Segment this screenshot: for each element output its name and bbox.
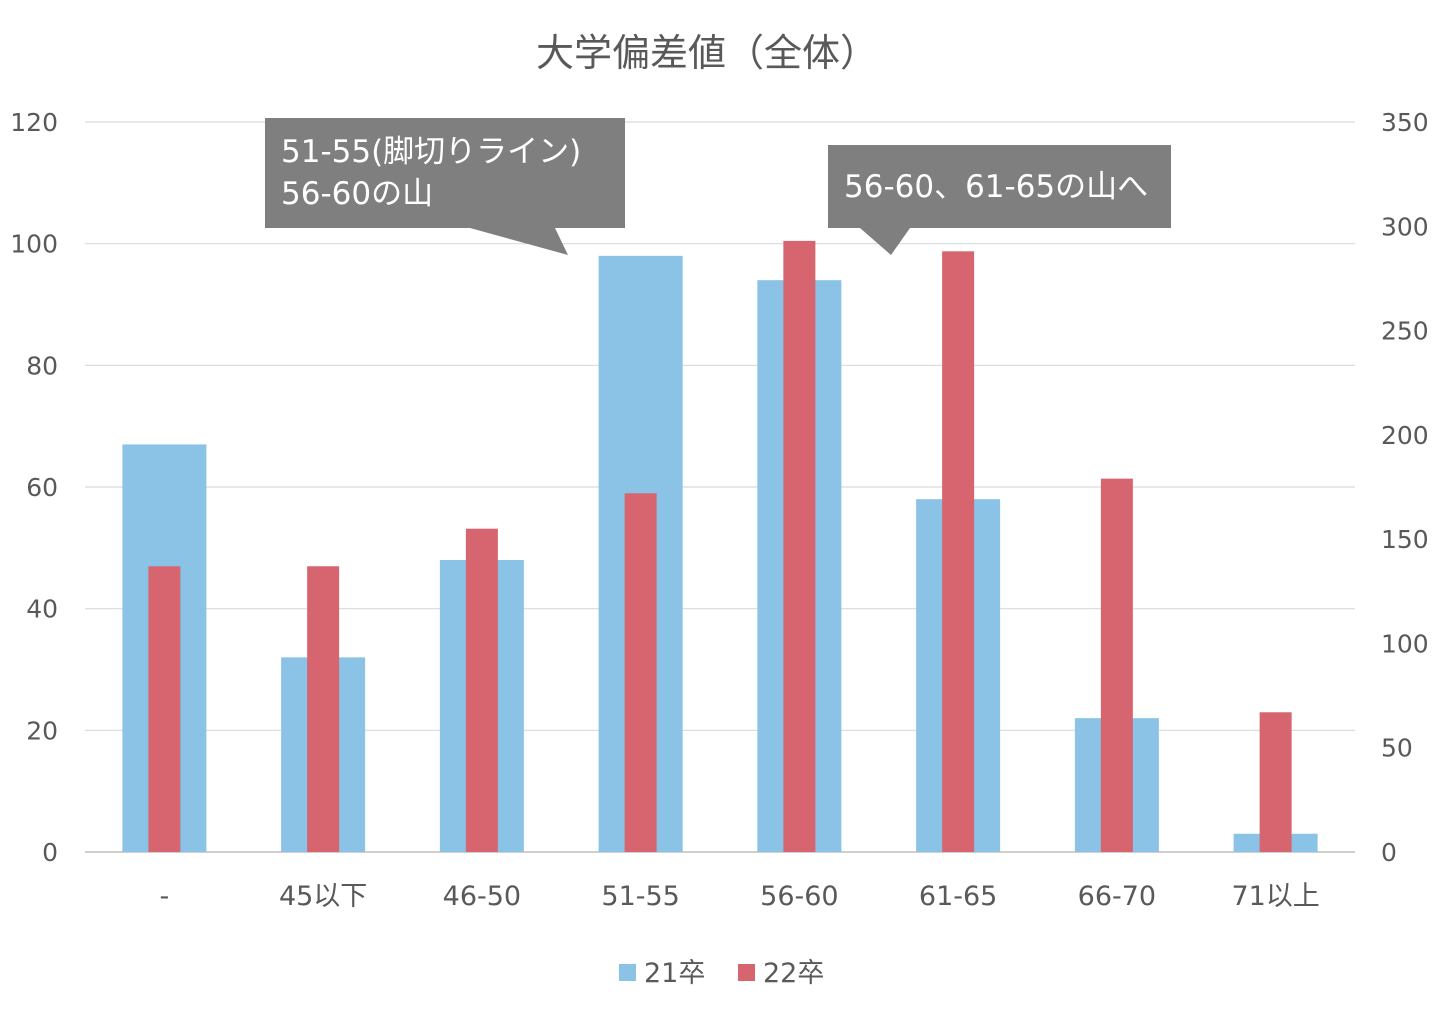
callout-text: 56-60、61-65の山へ — [844, 169, 1148, 205]
bar-22-7 — [1259, 712, 1292, 852]
bar-22-2 — [465, 528, 498, 852]
left-tick-label: 20 — [26, 716, 58, 745]
callout-box — [828, 145, 1171, 228]
bar-22-4 — [783, 240, 816, 852]
bar-22-6 — [1100, 478, 1133, 852]
category-label: 46-50 — [443, 881, 521, 912]
left-tick-label: 40 — [26, 595, 58, 624]
right-tick-label: 350 — [1381, 108, 1429, 137]
legend-label: 22卒 — [763, 958, 824, 989]
category-label: 71以上 — [1231, 881, 1319, 912]
legend-swatch — [619, 964, 636, 981]
right-tick-label: 200 — [1381, 421, 1429, 450]
right-tick-label: 150 — [1381, 525, 1429, 554]
left-tick-label: 0 — [42, 838, 58, 867]
category-label: 51-55 — [601, 881, 679, 912]
right-tick-label: 50 — [1381, 734, 1413, 763]
callout-pointer — [470, 228, 568, 255]
left-tick-label: 120 — [10, 108, 58, 137]
callout-pointer — [860, 228, 910, 255]
right-tick-label: 100 — [1381, 629, 1429, 658]
legend-swatch — [738, 964, 755, 981]
right-tick-label: 300 — [1381, 212, 1429, 241]
callout-0: 51-55(脚切りライン) 56-60の山 — [265, 118, 625, 255]
category-labels: - 45以下 46-50 51-55 56-60 61-65 66-70 71以上 — [160, 881, 1320, 912]
left-tick-label: 60 — [26, 473, 58, 502]
left-axis-ticks: 0 20 40 60 80 100 120 — [10, 108, 58, 867]
category-label: 45以下 — [279, 881, 367, 912]
category-label: 61-65 — [919, 881, 997, 912]
callouts: 51-55(脚切りライン) 56-60の山 56-60、61-65の山へ — [265, 118, 1171, 255]
right-axis-ticks: 0 50 100 150 200 250 300 350 — [1381, 108, 1429, 867]
left-tick-label: 80 — [26, 351, 58, 380]
legend-label: 21卒 — [644, 958, 705, 989]
right-tick-label: 0 — [1381, 838, 1397, 867]
callout-text: 51-55(脚切りライン) — [281, 134, 581, 170]
bar-22-0 — [148, 566, 181, 852]
bar-22-1 — [307, 566, 340, 852]
callout-1: 56-60、61-65の山へ — [828, 145, 1171, 255]
left-tick-label: 100 — [10, 230, 58, 259]
legend: 21卒 22卒 — [619, 958, 824, 989]
category-label: - — [160, 881, 170, 912]
gridlines — [85, 121, 1355, 853]
right-tick-label: 250 — [1381, 317, 1429, 346]
category-label: 56-60 — [760, 881, 838, 912]
callout-text: 56-60の山 — [281, 176, 433, 212]
bars — [122, 240, 1318, 853]
callout-box — [265, 118, 625, 228]
bar-22-3 — [624, 493, 657, 852]
category-label: 66-70 — [1078, 881, 1156, 912]
bar-22-5 — [942, 251, 975, 853]
chart-title: 大学偏差値（全体） — [536, 31, 878, 75]
